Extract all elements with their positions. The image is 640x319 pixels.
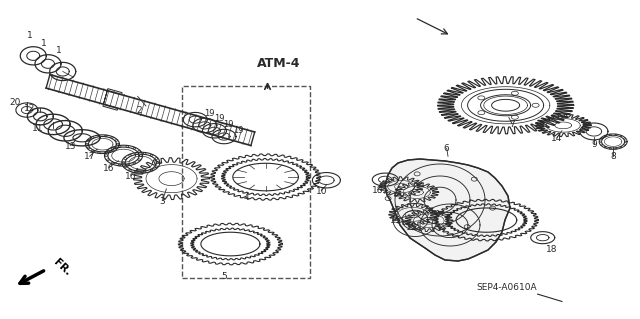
Text: 10: 10: [316, 187, 327, 196]
Text: 20: 20: [9, 98, 20, 107]
Text: 17: 17: [84, 152, 95, 161]
Text: 16: 16: [125, 172, 137, 181]
Text: 2: 2: [137, 106, 142, 115]
Text: 9: 9: [591, 140, 596, 149]
Text: 4: 4: [244, 193, 249, 202]
Text: 19: 19: [214, 115, 224, 123]
Text: 3: 3: [160, 197, 165, 206]
Text: 8: 8: [611, 152, 616, 161]
Text: 18: 18: [546, 245, 557, 254]
Text: 14: 14: [551, 134, 563, 143]
Text: 5: 5: [221, 272, 227, 281]
Text: 7: 7: [509, 120, 515, 129]
Text: 11: 11: [32, 124, 44, 133]
Text: FR.: FR.: [51, 257, 72, 278]
Text: 15: 15: [390, 216, 401, 225]
Text: 15: 15: [406, 223, 417, 232]
Text: 12: 12: [24, 104, 35, 113]
Text: 19: 19: [223, 120, 234, 129]
Text: 1: 1: [42, 39, 47, 48]
Text: 1: 1: [27, 31, 32, 40]
Polygon shape: [103, 89, 122, 110]
Text: 1: 1: [56, 46, 61, 55]
Text: 18: 18: [372, 186, 383, 195]
Text: 6: 6: [444, 144, 449, 153]
Text: 19: 19: [204, 109, 214, 118]
Text: SEP4-A0610A: SEP4-A0610A: [477, 283, 537, 292]
Text: ATM-4: ATM-4: [257, 57, 300, 70]
Text: 16: 16: [103, 164, 115, 173]
Polygon shape: [385, 159, 510, 261]
Text: 13: 13: [65, 142, 76, 151]
Text: 19: 19: [233, 126, 243, 135]
